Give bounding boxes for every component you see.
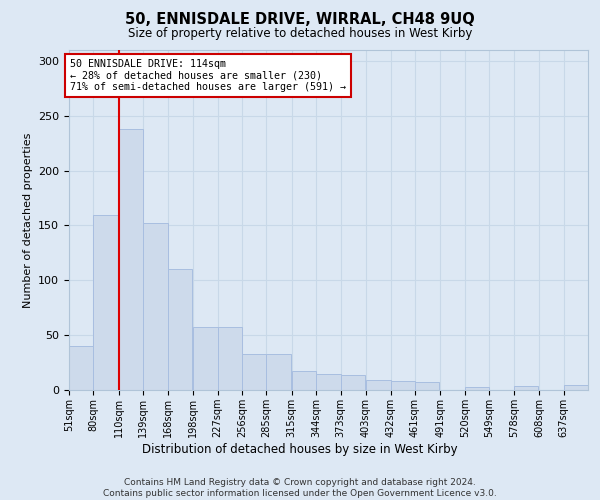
Bar	[242, 354, 266, 390]
Text: 50, ENNISDALE DRIVE, WIRRAL, CH48 9UQ: 50, ENNISDALE DRIVE, WIRRAL, CH48 9UQ	[125, 12, 475, 28]
Text: Distribution of detached houses by size in West Kirby: Distribution of detached houses by size …	[142, 442, 458, 456]
Bar	[218, 328, 242, 390]
Bar	[465, 386, 489, 390]
Text: 50 ENNISDALE DRIVE: 114sqm
← 28% of detached houses are smaller (230)
71% of sem: 50 ENNISDALE DRIVE: 114sqm ← 28% of deta…	[70, 59, 346, 92]
Bar	[168, 270, 192, 390]
Bar	[316, 374, 341, 390]
Bar	[119, 129, 143, 390]
Bar	[143, 224, 168, 390]
Bar	[292, 372, 316, 390]
Bar	[266, 354, 291, 390]
Bar	[563, 384, 588, 390]
Bar	[193, 328, 218, 390]
Bar	[366, 380, 391, 390]
Bar	[391, 381, 415, 390]
Text: Contains HM Land Registry data © Crown copyright and database right 2024.
Contai: Contains HM Land Registry data © Crown c…	[103, 478, 497, 498]
Bar	[69, 346, 94, 390]
Bar	[415, 382, 439, 390]
Bar	[514, 386, 538, 390]
Y-axis label: Number of detached properties: Number of detached properties	[23, 132, 32, 308]
Bar	[94, 214, 118, 390]
Bar	[341, 374, 365, 390]
Text: Size of property relative to detached houses in West Kirby: Size of property relative to detached ho…	[128, 28, 472, 40]
